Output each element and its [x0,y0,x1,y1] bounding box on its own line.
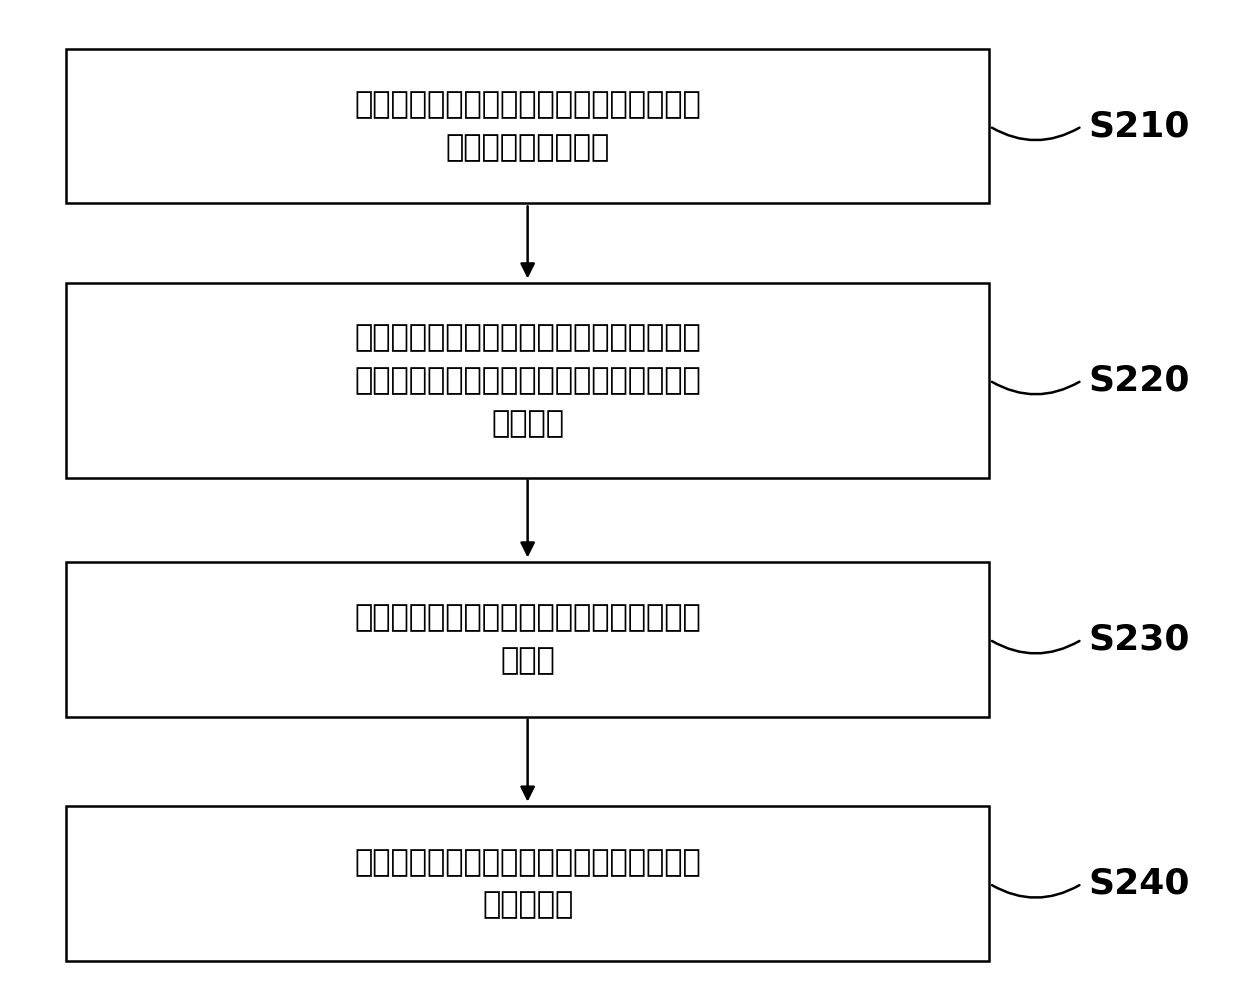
FancyBboxPatch shape [66,283,990,477]
Text: S220: S220 [1087,364,1189,397]
Text: 获取电梯轿厢地平面范围内的深度图像的像
素高度: 获取电梯轿厢地平面范围内的深度图像的像 素高度 [355,604,701,675]
Text: 在当前深度图像的深度值与电梯门完全闭合
时深度图像的深度值的大小不同时，确认电
梯门打开: 在当前深度图像的深度值与电梯门完全闭合 时深度图像的深度值的大小不同时，确认电 … [355,324,701,438]
FancyBboxPatch shape [66,806,990,961]
Text: 在像素高度发生变化时，确认有承载物进入
电梯轿厢内: 在像素高度发生变化时，确认有承载物进入 电梯轿厢内 [355,848,701,920]
FancyBboxPatch shape [66,49,990,203]
Text: S210: S210 [1087,110,1189,144]
FancyBboxPatch shape [66,563,990,717]
Text: S230: S230 [1087,622,1189,656]
Text: 获取采集电梯门的当前的深度图像，采集当
前深度图像的深度值: 获取采集电梯门的当前的深度图像，采集当 前深度图像的深度值 [355,90,701,162]
Text: S240: S240 [1087,866,1189,900]
